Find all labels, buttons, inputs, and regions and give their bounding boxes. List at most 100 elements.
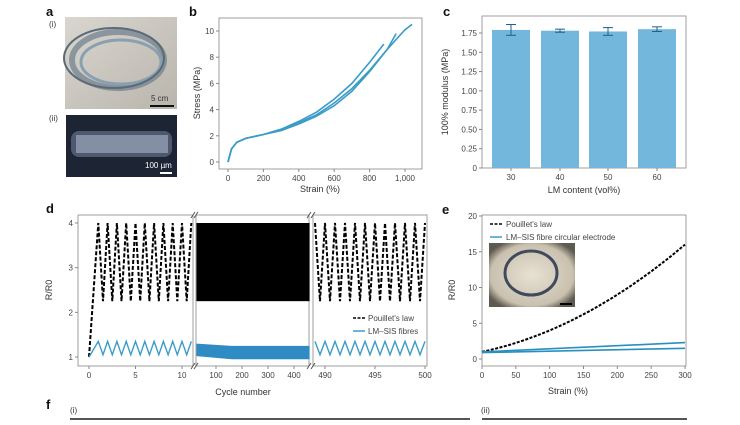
- subpanel-label-f-i: (i): [70, 406, 77, 415]
- legend-label-pouillet: Pouillet's law: [368, 314, 414, 323]
- x-tick-label: 200: [257, 174, 271, 183]
- y-axis-label: R/R0: [44, 280, 54, 301]
- x-axis-label: LM content (vol%): [548, 185, 621, 195]
- y-tick-label: 2: [69, 308, 74, 317]
- x-tick-label: 400: [292, 174, 306, 183]
- photo-f-i-edge: [70, 418, 470, 420]
- subpanel-label-a-i: (i): [49, 20, 56, 29]
- pouillet-curve: [88, 222, 193, 358]
- axis-break-mark: [310, 211, 316, 219]
- electrode-curve: [481, 341, 686, 353]
- x-tick-label: 40: [556, 173, 565, 182]
- x-tick-label: 500: [418, 371, 432, 380]
- axis-break-mark: [190, 211, 196, 219]
- axis-break-mark: [306, 362, 312, 370]
- panel-label-a: a: [46, 4, 54, 19]
- panel-label-c: c: [443, 4, 450, 19]
- x-tick-label: 300: [261, 371, 275, 380]
- plot-frame: [218, 17, 423, 170]
- x-tick-label: 30: [507, 173, 516, 182]
- photo-fibre-coil: 5 cm: [63, 17, 177, 109]
- panel-label-b: b: [189, 4, 197, 19]
- x-tick-label: 100: [543, 371, 557, 380]
- x-tick-label: 150: [577, 371, 591, 380]
- legend-label-lm-sis: LM–SIS fibres: [368, 327, 418, 336]
- bar: [589, 31, 627, 169]
- y-tick-label: 1: [69, 353, 74, 362]
- stress-strain-curve: [227, 23, 413, 163]
- panel-label-f: f: [46, 397, 51, 412]
- y-axis-label: R/R0: [447, 280, 457, 301]
- stress-strain-curve: [227, 33, 397, 163]
- chart-cycling: 1 2 3 4 0 5 10 100 200 300 400 490 495 500 Pouillet's …: [44, 211, 432, 397]
- y-tick-label: 0.75: [461, 106, 477, 115]
- lm-sis-curve: [88, 339, 192, 358]
- pouillet-dense-band: [196, 223, 310, 302]
- legend-label-pouillet: Pouillet's law: [506, 220, 552, 229]
- stress-strain-curve: [227, 43, 385, 163]
- chart-stress-strain: 0 2 4 6 8 10 0 200 400 600 800 1,000 Strain (%) Stres…: [192, 17, 423, 194]
- y-tick-label: 1.75: [461, 29, 477, 38]
- x-tick-label: 490: [318, 371, 332, 380]
- y-tick-label: 2: [210, 132, 215, 141]
- panel-label-e: e: [442, 202, 449, 217]
- inset-photo-circular-electrode: [489, 243, 575, 307]
- y-tick-label: 1.25: [461, 68, 477, 77]
- axis-break-mark: [190, 362, 196, 370]
- x-tick-label: 50: [604, 173, 613, 182]
- y-tick-label: 1.00: [461, 87, 477, 96]
- bar: [492, 29, 530, 168]
- bar: [541, 30, 579, 168]
- panel-label-d: d: [46, 201, 54, 216]
- y-tick-label: 3: [69, 264, 74, 273]
- x-tick-label: 0: [480, 371, 485, 380]
- y-tick-label: 1.50: [461, 48, 477, 57]
- y-tick-label: 8: [210, 53, 215, 62]
- y-tick-label: 5: [473, 319, 478, 328]
- y-tick-label: 15: [468, 248, 477, 257]
- y-tick-label: 0.50: [461, 125, 477, 134]
- x-tick-label: 200: [611, 371, 625, 380]
- y-tick-label: 4: [210, 106, 215, 115]
- lm-sis-curve: [314, 339, 426, 357]
- x-tick-label: 5: [133, 371, 138, 380]
- subpanel-label-a-ii: (ii): [49, 114, 58, 123]
- x-tick-label: 400: [287, 371, 301, 380]
- axis-break-mark: [306, 211, 312, 219]
- electrode-curve: [481, 347, 686, 354]
- inset-scale-bar: [560, 303, 572, 305]
- x-tick-label: 0: [87, 371, 92, 380]
- photo-f-ii-edge: [482, 418, 687, 420]
- pouillet-curve: [481, 243, 686, 353]
- y-tick-label: 0: [210, 158, 215, 167]
- x-tick-label: 200: [235, 371, 249, 380]
- y-tick-label: 4: [69, 219, 74, 228]
- y-tick-label: 10: [205, 27, 214, 36]
- x-tick-label: 495: [368, 371, 382, 380]
- subpanel-label-f-ii: (ii): [481, 406, 490, 415]
- x-tick-label: 0: [226, 174, 231, 183]
- y-axis-label: Stress (MPa): [192, 67, 202, 120]
- y-axis-label: 100% modulus (MPa): [440, 49, 450, 136]
- x-tick-label: 250: [644, 371, 658, 380]
- pouillet-curve: [314, 222, 426, 302]
- x-axis-label: Cycle number: [215, 387, 271, 397]
- bar: [638, 29, 676, 169]
- x-axis-label: Strain (%): [548, 386, 588, 396]
- scale-label-5cm: 5 cm: [151, 94, 169, 103]
- y-tick-label: 0: [473, 355, 478, 364]
- axis-break-mark: [310, 362, 316, 370]
- x-tick-label: 800: [363, 174, 377, 183]
- x-tick-label: 600: [328, 174, 342, 183]
- x-tick-label: 100: [209, 371, 223, 380]
- scale-label-100um: 100 µm: [145, 161, 172, 170]
- y-tick-label: 6: [210, 79, 215, 88]
- x-tick-label: 50: [511, 371, 520, 380]
- x-tick-label: 1,000: [395, 174, 416, 183]
- axis-break-mark: [193, 362, 199, 370]
- inset-photo-background: [489, 243, 575, 307]
- x-tick-label: 60: [653, 173, 662, 182]
- y-tick-label: 10: [468, 284, 477, 293]
